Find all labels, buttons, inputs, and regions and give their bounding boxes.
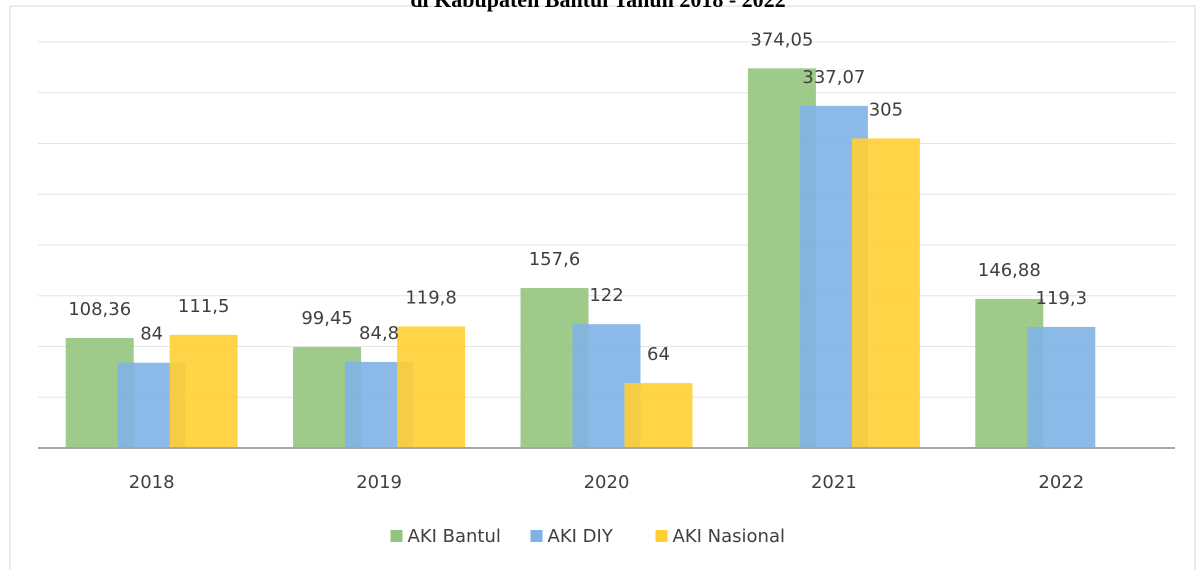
bar (1027, 326, 1096, 448)
bar (851, 138, 920, 449)
bar (624, 383, 693, 448)
data-label: 84 (140, 324, 163, 345)
x-tick-label: 2019 (356, 472, 402, 493)
bar (169, 334, 238, 448)
bar (397, 326, 466, 448)
legend-swatch (390, 530, 403, 542)
data-label: 157,6 (529, 249, 581, 270)
data-label: 111,5 (178, 296, 230, 317)
data-label: 122 (589, 285, 623, 306)
data-label: 305 (869, 99, 903, 120)
data-label: 119,8 (405, 287, 457, 308)
legend-label: AKI Bantul (408, 526, 501, 547)
data-label: 146,88 (978, 260, 1041, 281)
data-label: 337,07 (802, 67, 865, 88)
legend-swatch (655, 530, 668, 542)
legend-label: AKI DIY (548, 526, 614, 547)
legend-label: AKI Nasional (673, 526, 785, 547)
data-label: 64 (647, 344, 670, 365)
chart-frame (9, 5, 1196, 570)
data-label: 374,05 (750, 29, 813, 50)
data-label: 84,8 (359, 323, 399, 344)
data-label: 99,45 (301, 308, 353, 329)
legend-swatch (530, 530, 543, 542)
x-tick-label: 2020 (584, 472, 630, 493)
x-tick-label: 2022 (1038, 472, 1084, 493)
x-tick-label: 2018 (129, 472, 175, 493)
data-label: 119,3 (1036, 288, 1088, 309)
chart-title: di Kabupaten Bantul Tahun 2018 - 2022 (410, 0, 785, 12)
data-label: 108,36 (68, 299, 131, 320)
x-tick-label: 2021 (811, 472, 857, 493)
